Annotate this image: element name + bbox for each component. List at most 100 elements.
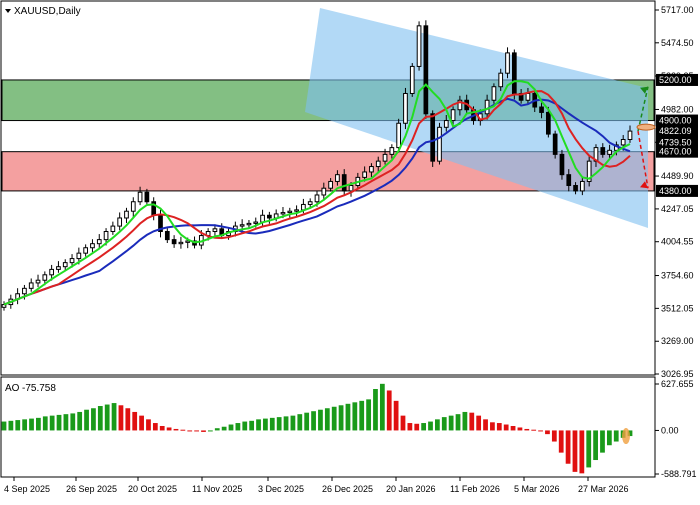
candle-body — [56, 266, 61, 270]
price-marker-label: 4900.00 — [659, 116, 692, 126]
x-tick-label: 20 Jan 2026 — [386, 484, 436, 494]
ao-bar — [565, 430, 571, 464]
candle-body — [539, 106, 544, 113]
candle-body — [505, 52, 510, 74]
ao-bar — [421, 423, 427, 431]
ao-bar — [586, 430, 592, 468]
y-tick-label: 3754.60 — [661, 271, 694, 281]
candle-body — [22, 287, 27, 295]
ao-bar — [407, 423, 413, 431]
ao-panel-frame — [0, 376, 656, 478]
candle-body — [130, 201, 136, 212]
ao-bars-layer — [1, 383, 633, 474]
ao-tick-label: 0.00 — [661, 425, 679, 435]
y-tick-label: 5717.00 — [661, 5, 694, 15]
candle-body — [246, 222, 252, 226]
ao-bar — [283, 416, 289, 431]
ao-bar — [318, 409, 323, 431]
ao-bar — [393, 400, 399, 431]
y-tick-label: 3512.05 — [661, 303, 694, 313]
symbol-header[interactable]: XAUUSD,Daily — [5, 6, 81, 17]
candle-body — [423, 25, 429, 115]
ao-bar — [476, 415, 482, 431]
ao-bar — [386, 390, 392, 431]
ao-bar — [400, 415, 406, 431]
candle-body — [69, 258, 75, 264]
ao-bar — [22, 419, 28, 431]
price-marker-label: 4670.00 — [659, 147, 692, 157]
candle-body — [253, 221, 259, 224]
ao-bar — [207, 430, 213, 432]
candle-body — [389, 147, 395, 155]
ao-bar — [338, 405, 344, 431]
ao-bar — [490, 422, 495, 431]
ao-bar — [249, 420, 255, 431]
ao-bar — [290, 415, 296, 431]
candle-body — [28, 282, 34, 289]
x-tick-label: 4 Sep 2025 — [4, 484, 50, 494]
candle-body — [185, 240, 191, 243]
price-marker-bg — [656, 145, 698, 158]
candle-body — [321, 187, 327, 196]
candle-body — [83, 247, 89, 254]
ao-bar — [379, 383, 385, 431]
candle-body — [62, 262, 68, 268]
ao-bar — [606, 430, 612, 446]
candle-body — [498, 72, 504, 88]
candle-body — [96, 239, 102, 245]
price-marker-bg — [656, 184, 698, 197]
trend-channel — [305, 8, 648, 228]
ao-bar — [263, 418, 268, 431]
candle-body — [545, 111, 551, 135]
candle-body — [627, 130, 633, 140]
candle-body — [443, 120, 449, 128]
ao-bar — [359, 400, 365, 431]
x-tick-label: 5 Mar 2026 — [514, 484, 560, 494]
ao-bar — [91, 408, 96, 431]
price-marker-bg — [656, 125, 698, 138]
candle-body — [212, 228, 218, 233]
candle-body — [416, 25, 422, 67]
ao-bar — [63, 414, 69, 431]
ao-bar — [173, 428, 179, 431]
ao-bar — [42, 416, 48, 431]
candle-body — [307, 201, 313, 205]
ao-bar — [572, 430, 578, 472]
candle-body — [525, 92, 531, 101]
candle-body — [586, 160, 592, 182]
ao-bar — [345, 403, 351, 431]
ao-bar — [448, 415, 454, 431]
ao-bar — [1, 421, 7, 431]
candle-body — [559, 153, 565, 176]
price-marker-bg — [656, 73, 698, 86]
candle-body — [35, 279, 41, 284]
candle-body — [457, 99, 463, 111]
candle-body — [566, 174, 572, 187]
down-arrow-icon — [640, 181, 648, 189]
ao-bar — [366, 399, 371, 431]
ao-bar — [180, 429, 186, 431]
candle-body — [239, 224, 245, 227]
candle-body — [335, 174, 340, 182]
candle-body — [620, 138, 626, 146]
x-tick-label: 26 Dec 2025 — [322, 484, 373, 494]
ao-label: AO — [5, 383, 20, 394]
candle-body — [144, 191, 150, 203]
ao-bar — [70, 413, 76, 431]
down-arrow-line — [637, 130, 649, 189]
y-tick-label: 4982.00 — [661, 104, 694, 114]
ao-bar — [455, 414, 461, 431]
ao-bar — [483, 419, 488, 431]
y-tick-label: 4247.05 — [661, 204, 694, 214]
ao-bar — [414, 423, 420, 431]
ao-bar — [36, 417, 41, 431]
x-tick-label: 11 Feb 2026 — [450, 484, 500, 494]
ao-bar — [97, 406, 103, 431]
ao-bar — [187, 430, 193, 432]
ao-bar — [324, 408, 330, 431]
x-tick-label: 26 Sep 2025 — [66, 484, 117, 494]
candle-body — [348, 185, 354, 192]
price-panel-frame — [0, 0, 656, 376]
